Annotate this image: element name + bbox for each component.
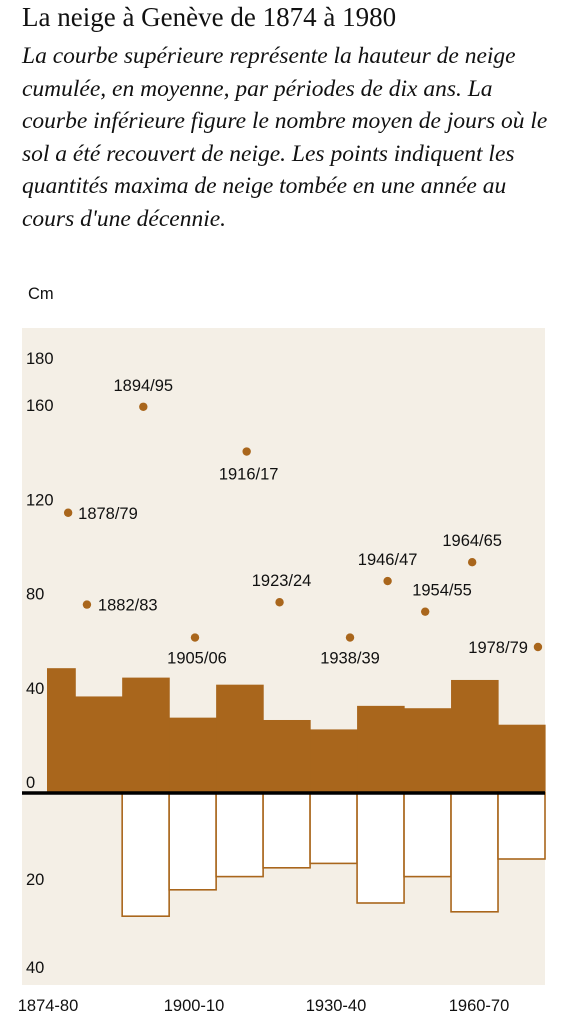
max-snowfall-point [533, 642, 543, 652]
point-label: 1964/65 [442, 532, 502, 550]
point-label: 1946/47 [358, 551, 418, 569]
max-snowfall-point [63, 508, 73, 517]
snow-depth-bar [357, 705, 405, 793]
x-tick-label: 1900-10 [164, 997, 225, 1015]
snow-depth-bar [451, 679, 499, 793]
snow-days-bar [309, 792, 358, 865]
y-tick-label: 80 [26, 586, 44, 604]
point-label: 1905/06 [167, 650, 227, 668]
point-label: 1938/39 [320, 650, 380, 668]
y-tick-label: 40 [26, 959, 44, 977]
y-tick-label: 40 [26, 680, 44, 698]
y-axis-ticks: 180 160 120 80 40 0 20 40 [26, 350, 54, 977]
snow-days-bar [262, 792, 311, 869]
max-snowfall-point [242, 447, 251, 456]
max-snowfall-point [275, 598, 284, 607]
x-axis-ticks: 1874-80 1900-10 1930-40 1960-70 [18, 997, 510, 1015]
y-unit-label: Cm [28, 285, 54, 303]
y-tick-label: 120 [26, 491, 54, 509]
snow-depth-bar [75, 696, 123, 793]
snow-depth-series [47, 668, 546, 793]
point-label: 1923/24 [252, 572, 312, 590]
point-label: 1978/79 [468, 639, 528, 657]
max-snowfall-point [82, 600, 92, 609]
point-label: 1882/83 [98, 597, 158, 615]
max-snowfall-points: 1878/79 1882/83 1894/95 1905/06 1916/17 1923/… [63, 377, 543, 668]
snow-depth-bar [216, 684, 264, 793]
snow-depth-bar [404, 708, 452, 793]
x-tick-label: 1960-70 [449, 997, 510, 1015]
max-snowfall-point [383, 576, 392, 586]
point-label: 1954/55 [412, 582, 472, 600]
snow-depth-bar [310, 729, 358, 793]
y-tick-label: 0 [26, 774, 35, 792]
snow-depth-bar [47, 668, 76, 793]
snow-depth-bar [169, 717, 217, 793]
chart-title: La neige à Genève de 1874 à 1980 [22, 2, 397, 32]
point-label: 1894/95 [113, 377, 173, 395]
max-snowfall-point [467, 558, 477, 567]
snow-depth-bar [122, 677, 170, 793]
max-snowfall-point [190, 633, 200, 642]
snow-depth-bar [498, 724, 546, 793]
y-tick-label: 180 [26, 350, 54, 368]
point-label: 1916/17 [219, 466, 279, 484]
max-snowfall-point [420, 607, 430, 616]
y-tick-label: 20 [26, 871, 44, 889]
max-snowfall-point [139, 402, 148, 411]
snow-days-bar [168, 792, 217, 891]
max-snowfall-point [345, 633, 355, 642]
point-label: 1878/79 [78, 505, 138, 523]
snow-days-bar [121, 792, 170, 917]
snow-days-bar [356, 792, 405, 904]
chart-subtitle: La courbe supérieure représente la haute… [22, 43, 548, 232]
snow-days-series [121, 792, 546, 917]
snow-days-bar [497, 792, 546, 860]
snow-depth-bar [263, 719, 311, 793]
snow-days-bar [215, 792, 264, 878]
x-tick-label: 1930-40 [306, 997, 367, 1015]
y-tick-label: 160 [26, 397, 54, 415]
x-tick-label: 1874-80 [18, 997, 79, 1015]
snow-days-bar [403, 792, 452, 878]
snow-days-bar [450, 792, 499, 913]
